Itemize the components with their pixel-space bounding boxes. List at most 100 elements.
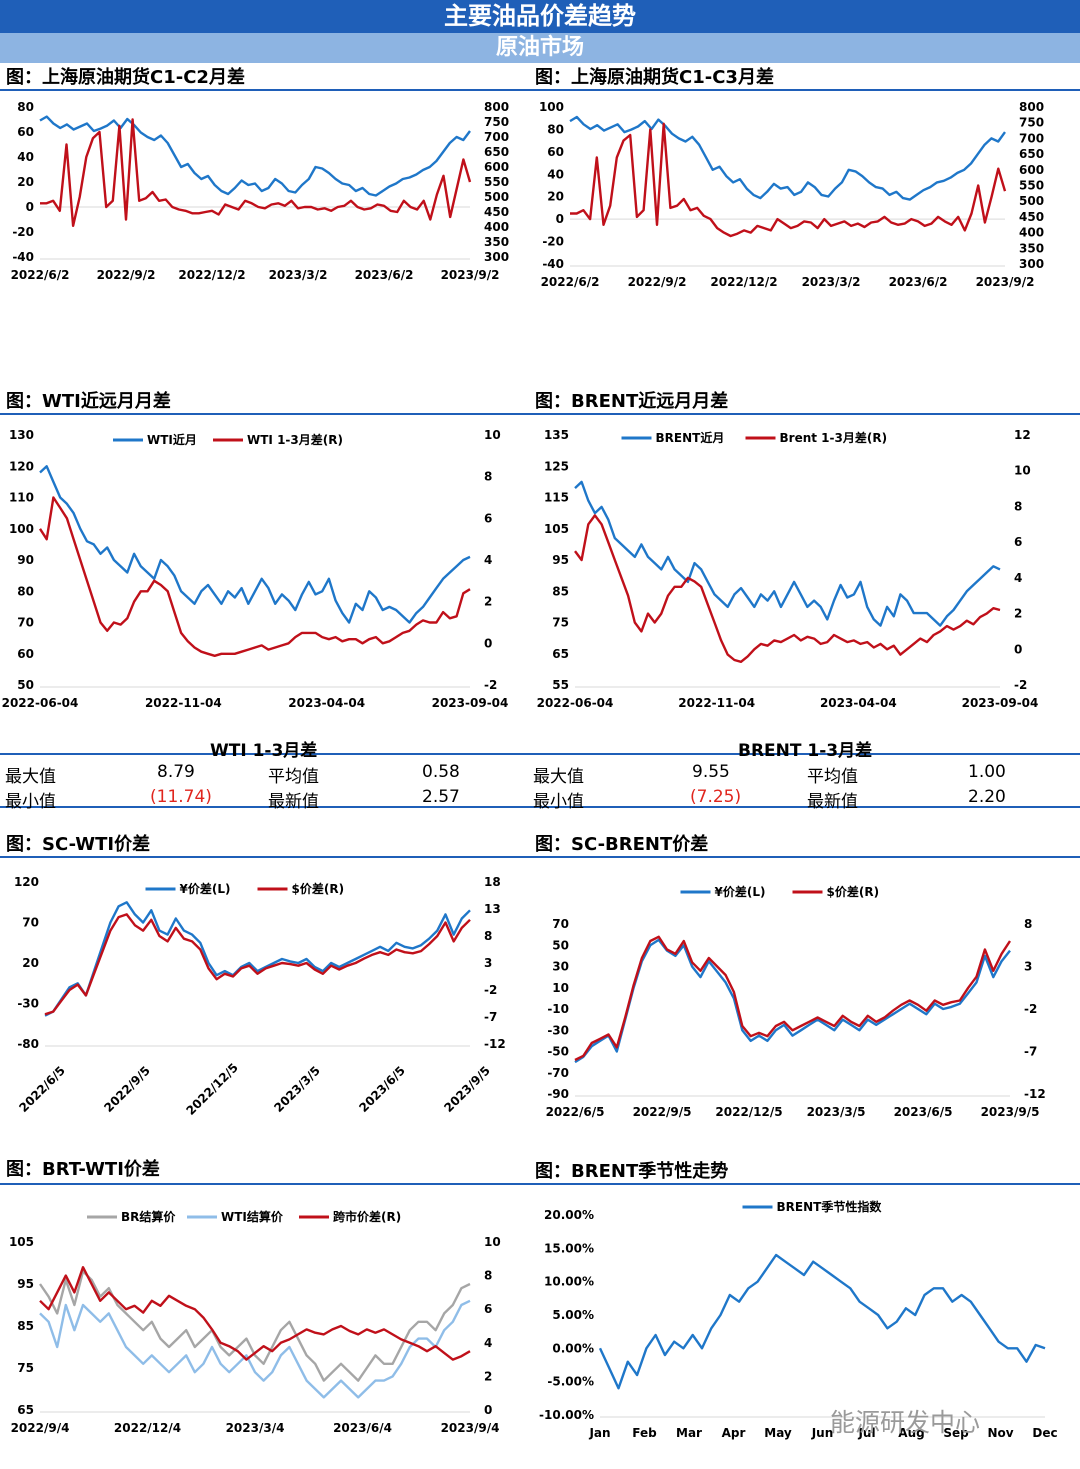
- y-tick-label: -10.00%: [539, 1408, 594, 1422]
- x-tick-label: Jan: [588, 1426, 610, 1440]
- y-tick-label: 20: [22, 956, 39, 970]
- stats-top-line: [0, 753, 1080, 755]
- y-tick-label: 30: [552, 960, 569, 974]
- legend-label: WTI近月: [147, 432, 197, 447]
- y2-tick-label: 4: [1014, 571, 1022, 585]
- x-tick-label: 2022-06-04: [2, 696, 79, 710]
- y-tick-label: 55: [552, 678, 569, 692]
- stats-brent-header: BRENT 1-3月差: [738, 741, 873, 761]
- x-tick-label: 2023-04-04: [820, 696, 897, 710]
- y2-tick-label: 6: [484, 1302, 492, 1316]
- x-tick-label: 2023/3/2: [802, 275, 861, 289]
- y2-tick-label: 700: [484, 130, 509, 144]
- x-tick-label: May: [764, 1426, 792, 1440]
- stats-wti-min-label: 最小值: [5, 792, 56, 812]
- series-line: [39, 1299, 471, 1399]
- y2-tick-label: 10: [1014, 464, 1031, 478]
- y2-tick-label: 650: [1019, 147, 1044, 161]
- y-tick-label: 75: [17, 1361, 34, 1375]
- y2-tick-label: 600: [1019, 163, 1044, 177]
- stats-wti-min: (11.74): [150, 787, 212, 807]
- y-tick-label: 0: [556, 212, 564, 226]
- x-tick-label: Jul: [857, 1426, 875, 1440]
- legend-label: $价差(R): [292, 881, 345, 896]
- legend-label: ¥价差(L): [180, 881, 231, 896]
- chart-title-sc-c1c2: 图：上海原油期货C1-C2月差: [6, 67, 245, 88]
- chart-title-wti-spread: 图：WTI近远月月差: [6, 391, 171, 412]
- y-tick-label: 40: [17, 150, 34, 164]
- y2-tick-label: 8: [484, 470, 492, 484]
- series-line: [39, 1270, 471, 1382]
- y-tick-label: -70: [547, 1066, 569, 1080]
- divider-2: [0, 413, 1080, 415]
- y2-tick-label: 500: [1019, 194, 1044, 208]
- x-tick-label: 2022/9/5: [101, 1063, 153, 1115]
- x-tick-label: 2023/9/5: [981, 1105, 1040, 1119]
- legend-label: BR结算价: [121, 1209, 176, 1224]
- stats-wti-avg-label: 平均值: [268, 767, 319, 787]
- y2-tick-label: 2: [484, 595, 492, 609]
- y2-tick-label: 8: [1014, 499, 1022, 513]
- stats-brent-avg-label: 平均值: [807, 767, 858, 787]
- y2-tick-label: 3: [1024, 960, 1032, 974]
- y2-tick-label: 700: [1019, 131, 1044, 145]
- y2-tick-label: 3: [484, 956, 492, 970]
- x-tick-label: 2023/9/4: [441, 1421, 500, 1435]
- legend-label: ¥价差(L): [715, 884, 766, 899]
- y2-tick-label: 6: [484, 511, 492, 525]
- x-tick-label: Apr: [722, 1426, 746, 1440]
- y-tick-label: 115: [544, 491, 569, 505]
- series-line: [39, 465, 471, 624]
- y2-tick-label: 4: [484, 1336, 492, 1350]
- series-line: [574, 935, 1012, 1062]
- x-tick-label: 2023-09-04: [432, 696, 509, 710]
- stats-bottom-line: [0, 806, 1080, 808]
- x-tick-label: 2022/6/2: [541, 275, 600, 289]
- y2-tick-label: 750: [484, 115, 509, 129]
- y2-tick-label: 8: [1024, 917, 1032, 931]
- y-tick-label: -80: [17, 1037, 39, 1051]
- legend-label: BRENT近月: [656, 430, 725, 445]
- divider-1: [0, 89, 1080, 91]
- chart-sc-brent: 70 50 30 10 -10 -30 -50 -70 -90 8 3 -2 -7 -12 2022/6/5…: [546, 884, 1046, 1119]
- y2-tick-label: 350: [1019, 241, 1044, 255]
- y-tick-label: 5.00%: [552, 1308, 594, 1322]
- x-tick-label: 2023/9/2: [441, 268, 500, 282]
- y-tick-label: -90: [547, 1087, 569, 1101]
- y-tick-label: 70: [552, 917, 569, 931]
- x-tick-label: 2022-11-04: [145, 696, 222, 710]
- x-tick-label: 2023-04-04: [288, 696, 365, 710]
- y-tick-label: -40: [542, 257, 564, 271]
- x-tick-label: Mar: [676, 1426, 702, 1440]
- x-tick-label: 2022/12/4: [114, 1421, 181, 1435]
- y2-tick-label: 13: [484, 902, 501, 916]
- x-tick-label: 2023/6/2: [355, 268, 414, 282]
- stats-wti-max: 8.79: [157, 762, 195, 782]
- y2-tick-label: 350: [484, 235, 509, 249]
- stats-wti-header: WTI 1-3月差: [210, 741, 318, 761]
- y-tick-label: 60: [17, 647, 34, 661]
- y-tick-label: -10: [547, 1002, 569, 1016]
- x-tick-label: 2023/6/5: [894, 1105, 953, 1119]
- legend-label: $价差(R): [827, 884, 880, 899]
- x-tick-label: 2022/12/2: [178, 268, 245, 282]
- chart-title-sc-c1c3: 图：上海原油期货C1-C3月差: [535, 67, 774, 88]
- x-tick-label: 2022/12/2: [710, 275, 777, 289]
- stats-brent-min-label: 最小值: [533, 792, 584, 812]
- y2-tick-label: -7: [1024, 1045, 1037, 1059]
- y-tick-label: 0: [26, 200, 34, 214]
- watermark-text: 能源研发中心: [830, 1408, 981, 1437]
- x-tick-label: 2022/6/5: [546, 1105, 605, 1119]
- y2-tick-label: 550: [1019, 179, 1044, 193]
- series-line: [570, 122, 1007, 238]
- chart-brent-spread: 135 125 115 105 95 85 75 65 55 12 10 8 6 4 2 0 -2 2022-06…: [537, 428, 1039, 710]
- y2-tick-label: 800: [1019, 100, 1044, 114]
- y-tick-label: -50: [547, 1045, 569, 1059]
- y-tick-label: 75: [552, 616, 569, 630]
- y2-tick-label: 300: [484, 250, 509, 264]
- y-tick-label: 105: [544, 522, 569, 536]
- y-tick-label: 15.00%: [544, 1241, 594, 1255]
- y-tick-label: 10.00%: [544, 1275, 594, 1289]
- x-tick-label: 2022/9/5: [633, 1105, 692, 1119]
- y2-tick-label: 450: [484, 205, 509, 219]
